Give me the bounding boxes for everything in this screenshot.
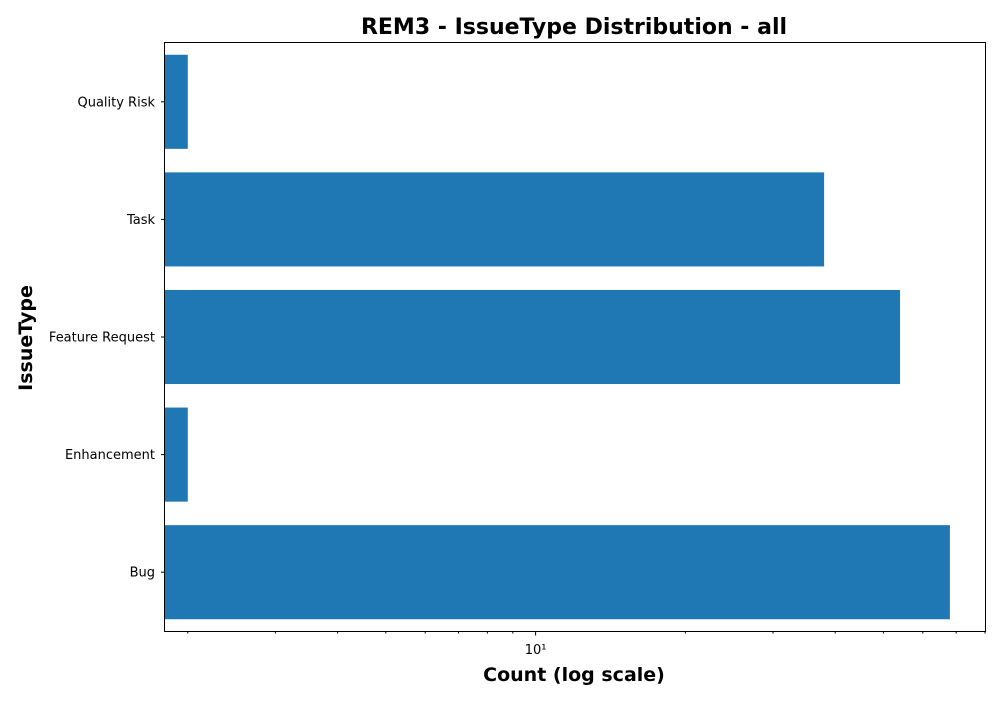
plot-area-frame <box>164 42 986 632</box>
y-tick-label: Enhancement <box>65 448 155 463</box>
y-tick-label: Feature Request <box>49 331 155 346</box>
bar-enhancement <box>165 407 188 502</box>
bars-group <box>165 54 950 620</box>
x-tick-label: 10¹ <box>525 643 547 658</box>
y-tick-label: Quality Risk <box>77 95 155 110</box>
x-axis-label: Count (log scale) <box>483 664 665 686</box>
bar-feature-request <box>165 289 901 385</box>
bar-quality-risk <box>165 54 188 149</box>
y-axis-label: IssueType <box>15 285 37 391</box>
y-tick-label: Bug <box>130 566 155 581</box>
y-axis-ticks: Bug Enhancement Feature Request Task Quality… <box>49 95 165 581</box>
x-axis-ticks: 10¹ <box>187 631 986 658</box>
bar-bug <box>165 525 950 620</box>
y-tick-label: Task <box>126 213 156 228</box>
bar-task <box>165 172 825 267</box>
chart-title: REM3 - IssueType Distribution - all <box>361 15 787 40</box>
